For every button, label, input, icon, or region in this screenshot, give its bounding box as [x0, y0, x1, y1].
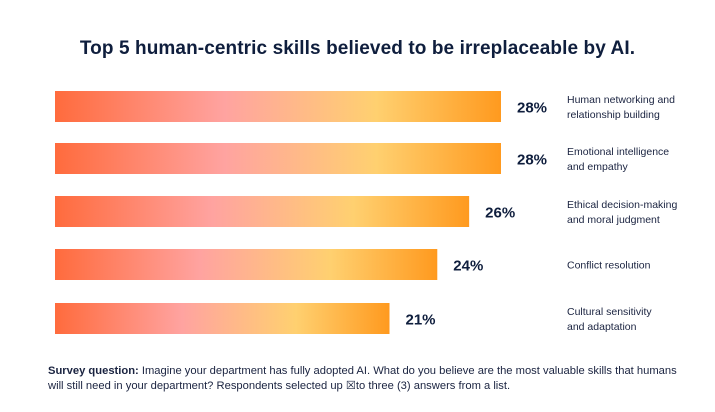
category-label-2: Emotional intelligence and empathy — [567, 146, 669, 173]
value-label-1: 28% — [517, 100, 547, 117]
bar-3 — [55, 196, 470, 227]
value-label-5: 21% — [406, 312, 436, 329]
chart-title: Top 5 human-centric skills believed to b… — [79, 38, 636, 59]
footnote-text: Imagine your department has fully adopte… — [48, 365, 677, 392]
survey-footnote: Survey question: Imagine your department… — [48, 364, 688, 394]
bar-1 — [55, 91, 501, 122]
bar-2 — [55, 143, 501, 174]
category-label-1: Human networking and relationship buildin… — [567, 94, 675, 121]
value-label-2: 28% — [517, 152, 547, 169]
bar-4 — [55, 249, 438, 280]
bar-5 — [55, 303, 390, 334]
value-label-4: 24% — [453, 258, 483, 275]
category-label-3: Ethical decision-making and moral judgmen… — [567, 199, 677, 226]
value-label-3: 26% — [485, 205, 515, 222]
category-label-4: Conflict resolution — [567, 260, 651, 272]
footnote-label: Survey question: — [48, 365, 139, 377]
category-label-5: Cultural sensitivity and adaptation — [567, 306, 652, 333]
